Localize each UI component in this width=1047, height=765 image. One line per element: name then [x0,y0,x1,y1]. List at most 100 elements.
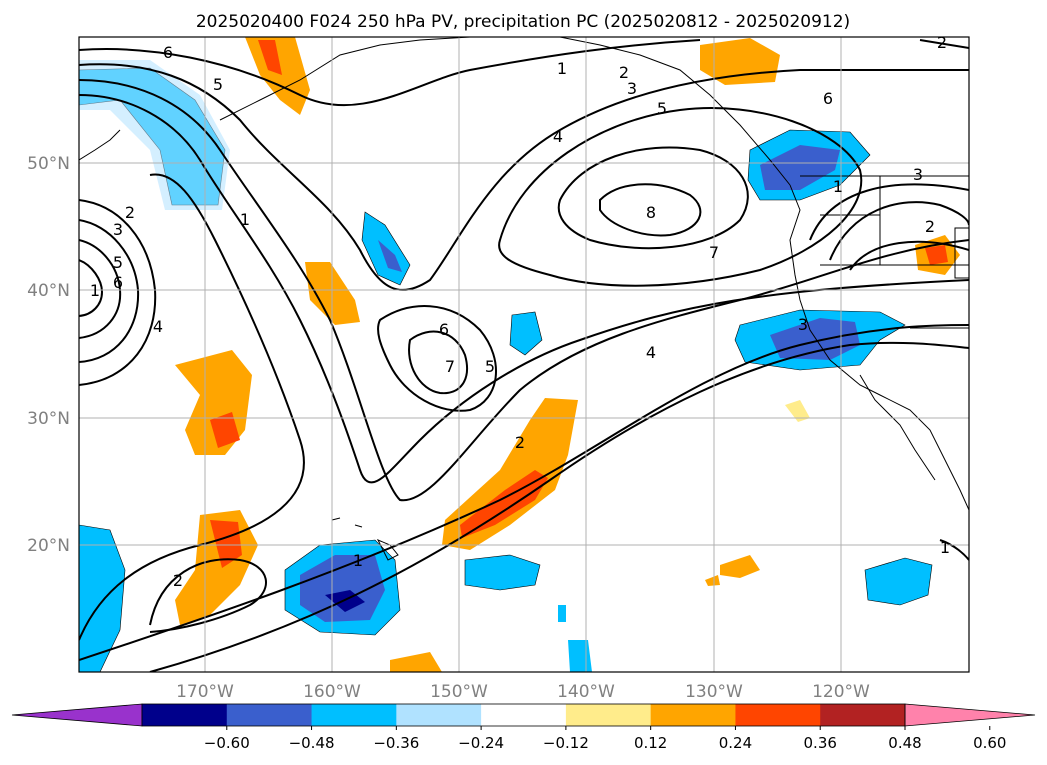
contour-label: 2 [937,33,947,52]
colorbar-segment [820,704,906,726]
contour-label: 7 [709,243,719,262]
colorbar-segment [650,704,736,726]
colorbar-tick-label: −0.12 [543,734,589,752]
graticule [79,37,969,672]
contour-label: 6 [163,43,173,62]
colorbar-segment [396,704,482,726]
contour-label: 4 [553,127,563,146]
precip-positive-region [210,520,242,568]
contour-labels: 6 5 1 2 3 5 6 4 1 2 3 5 6 4 8 7 1 2 3 2 [90,33,950,590]
pv-contour-line [939,539,969,561]
pv-contour-line [557,146,749,250]
precip-negative-region [79,60,230,210]
precip-negative-region [378,240,402,272]
map-panel: 6 5 1 2 3 5 6 4 1 2 3 5 6 4 8 7 1 2 3 2 [78,33,970,673]
precip-positive-region [705,575,720,586]
lon-labels: 170°W 160°W 150°W 140°W 130°W 120°W [176,682,870,702]
pv-contour-line [149,558,267,633]
lon-label-150w: 150°W [430,682,488,702]
precip-positive-region [720,555,760,578]
colorbar-tick-label: −0.36 [373,734,419,752]
contour-label: 4 [646,343,656,362]
contour-label: 3 [113,220,123,239]
map-frame [78,36,970,673]
pv-contour-line [149,341,969,672]
pv-contour-line [79,259,104,317]
colorbar-tick-label: 0.36 [804,734,837,752]
colorbar-tick-label: −0.24 [458,734,504,752]
colorbar-extend-low [11,703,143,727]
contour-label: 2 [515,433,525,452]
contour-label: 6 [439,320,449,339]
colorbar-tick-label: 0.60 [973,734,1006,752]
pv-contour-line [919,39,969,49]
precip-negative-region [770,318,860,360]
pv-contour-line [849,240,969,271]
north-america-coastline [789,184,969,511]
contour-label: 5 [213,75,223,94]
contour-label: 7 [445,357,455,376]
kamchatka-coast [79,129,121,161]
colorbar-segment [142,704,228,726]
precip-negative-region [568,640,592,672]
contour-label: 2 [619,63,629,82]
lon-label-130w: 130°W [685,682,743,702]
colorbar: −0.60 −0.48 −0.36 −0.24 −0.12 0.12 0.24 0.36 0.4… [11,703,1036,752]
precip-positive-region [245,37,310,115]
colorbar-tick-label: 0.24 [719,734,752,752]
precip-negative-region [300,555,385,622]
precip-negative-region [558,605,566,622]
pv-contour-line [498,107,863,287]
colorbar-extend-high [904,703,1036,727]
lat-labels: 50°N 40°N 30°N 20°N [27,154,70,556]
contour-label: 5 [657,99,667,118]
colorbar-tick-label: −0.60 [204,734,250,752]
aleutian-coastline [219,37,471,121]
colorbar-tick-label: 0.48 [888,734,921,752]
contour-label: 6 [113,273,123,292]
figure-title: 2025020400 F024 250 hPa PV, precipitatio… [196,12,850,32]
contour-label: 1 [353,551,363,570]
colorbar-segment [226,704,313,726]
contour-label: 3 [913,165,923,184]
contour-label: 4 [153,317,163,336]
lon-label-160w: 160°W [303,682,361,702]
precip-negative-region [464,554,541,591]
pv-contour-line [79,324,969,661]
contour-label: 1 [557,59,567,78]
contour-label: 2 [125,203,135,222]
contour-label: 1 [940,538,950,557]
border-line [954,227,969,279]
contour-label: 5 [485,357,495,376]
pv-contour-line [408,330,468,395]
colorbar-tick-label: 0.12 [634,734,667,752]
pv-contour-line [377,305,497,412]
precip-negative-region [760,145,840,190]
precip-positive-region [210,412,240,448]
pv-contour-line [829,201,969,261]
colorbar-segment [311,704,397,726]
contour-label: 3 [798,315,808,334]
lat-label-50n: 50°N [27,154,70,174]
precip-positive-region [258,40,282,75]
precip-positive-region [390,652,442,672]
hawaii-islands [331,517,399,561]
contour-label: 6 [823,89,833,108]
contour-label: 2 [173,571,183,590]
pv-contour-line [79,94,969,484]
pv-contour-line [599,183,702,237]
contour-label: 5 [113,253,123,272]
contour-label: 1 [833,177,843,196]
colorbar-tick-label: −0.48 [289,734,335,752]
contour-label: 1 [240,210,250,229]
precip-negative-region [864,557,933,606]
colorbar-segment [735,704,821,726]
lon-label-120w: 120°W [812,682,870,702]
precip-positive-region [785,400,810,422]
lat-label-30n: 30°N [27,409,70,429]
precip-positive-region [925,245,948,265]
colorbar-segment [565,704,652,726]
colorbar-frame [141,703,906,727]
pv-contours [79,39,969,672]
